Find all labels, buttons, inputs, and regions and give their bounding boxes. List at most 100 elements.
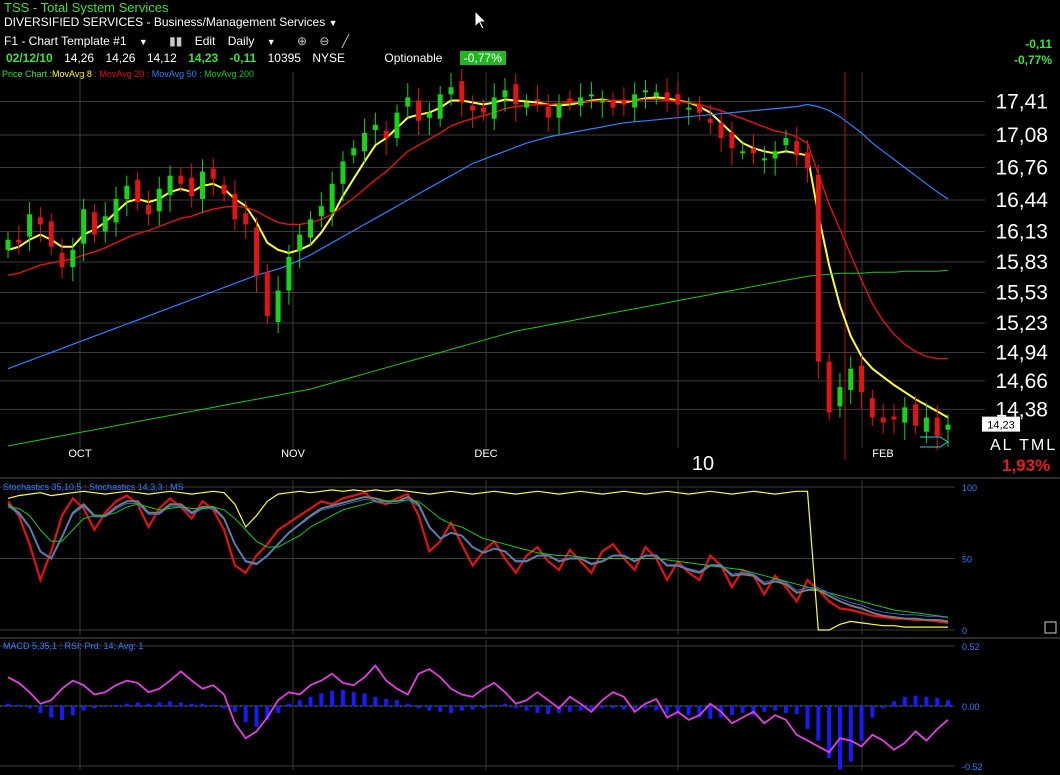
macd-bar xyxy=(6,703,10,706)
bar-chart-icon[interactable]: ▮▮ xyxy=(169,34,183,48)
candle-body xyxy=(232,193,238,220)
legend-ma20: MovAvg 20 xyxy=(99,69,145,79)
macd-bar xyxy=(643,706,648,709)
edit-button[interactable]: Edit xyxy=(194,34,216,48)
macd-bar xyxy=(773,706,778,711)
stoch-axis-tick: 0 xyxy=(962,626,967,636)
macd-bar xyxy=(265,706,270,720)
macd-bar xyxy=(557,706,562,713)
candle-body xyxy=(902,407,908,423)
moving-average-line xyxy=(7,96,949,419)
quote-close: 14,23 xyxy=(188,51,219,65)
summary-pct: -0,77% xyxy=(1013,53,1052,67)
macd-bar xyxy=(729,706,734,716)
candle-body xyxy=(707,118,713,123)
candle-body xyxy=(664,92,670,101)
macd-bar xyxy=(405,703,410,706)
candle-body xyxy=(815,174,821,362)
candle-body xyxy=(891,416,897,420)
price-axis-tick: 15,83 xyxy=(995,251,1048,274)
candle-body xyxy=(751,148,757,154)
candle-body xyxy=(351,148,357,156)
candle-body xyxy=(675,94,681,105)
macd-bar xyxy=(600,706,605,709)
candle-body xyxy=(945,424,951,430)
candle-body xyxy=(318,206,324,217)
candle-body xyxy=(297,234,303,251)
candle-body xyxy=(135,179,141,203)
candle-body xyxy=(729,131,735,149)
quote-change: -0,11 xyxy=(229,51,257,65)
candle-body xyxy=(578,97,584,106)
candle-body xyxy=(27,214,33,237)
macd-bar xyxy=(946,700,950,706)
candle-body xyxy=(243,213,249,225)
macd-bar xyxy=(708,706,713,719)
macd-bar xyxy=(805,706,810,730)
macd-bar xyxy=(38,706,43,713)
macd-bar xyxy=(816,706,821,741)
candle-body xyxy=(178,175,184,184)
candle-body xyxy=(362,132,368,152)
macd-axis-tick: 0.00 xyxy=(962,702,980,712)
rsi-line xyxy=(7,664,949,754)
candle-body xyxy=(329,183,335,213)
macd-bar xyxy=(794,706,799,715)
macd-bar xyxy=(427,706,432,711)
macd-axis-tick: 0.52 xyxy=(962,642,980,652)
template-dropdown[interactable]: F1 - Chart Template #1 ▼ xyxy=(4,34,157,48)
macd-bar xyxy=(654,706,659,711)
candle-body xyxy=(199,171,205,200)
candle-body xyxy=(340,161,346,184)
candle-body xyxy=(783,138,789,146)
zoom-in-icon[interactable]: ⊕ xyxy=(297,34,308,48)
candle-body xyxy=(372,124,378,130)
macd-bar xyxy=(211,704,216,706)
macd-bar xyxy=(546,706,551,715)
sector-dropdown[interactable]: DIVERSIFIED SERVICES - Business/Manageme… xyxy=(4,15,338,29)
price-axis-tick: 17,08 xyxy=(995,124,1048,147)
candle-body xyxy=(394,112,400,139)
macd-bar xyxy=(935,697,940,706)
toolbar: F1 - Chart Template #1 ▼ ▮▮ Edit Daily ▼… xyxy=(4,34,358,48)
zoom-out-icon[interactable]: ⊖ xyxy=(319,34,330,48)
price-axis-tick: 16,13 xyxy=(995,221,1048,244)
draw-line-icon[interactable]: ╱ xyxy=(341,34,350,48)
macd-bar xyxy=(362,693,367,706)
candle-body xyxy=(437,94,443,119)
stoch-line xyxy=(7,499,949,618)
period-dropdown[interactable]: Daily ▼ xyxy=(228,34,285,48)
candle-body xyxy=(491,97,497,119)
macd-bar xyxy=(827,706,832,758)
macd-bar xyxy=(578,706,583,711)
period-label: Daily xyxy=(227,34,255,48)
macd-bar xyxy=(49,706,54,718)
macd-bar xyxy=(513,706,518,709)
price-axis-tick: 15,23 xyxy=(995,312,1048,335)
macd-bar xyxy=(870,706,875,718)
stoch-panel-title: Stochastics 35,10,5 : Stochastics 14,3,3… xyxy=(3,482,184,492)
macd-bar xyxy=(503,703,508,706)
macd-bar xyxy=(243,706,248,723)
macd-bar xyxy=(762,706,767,712)
chevron-down-icon: ▼ xyxy=(266,37,276,47)
price-tag-marker xyxy=(920,436,949,448)
candle-body xyxy=(37,217,43,225)
stoch-line xyxy=(7,489,948,631)
price-axis-tick: 14,66 xyxy=(995,370,1048,393)
legend-ma8: MovAvg 8 xyxy=(52,69,92,79)
macd-bar xyxy=(135,702,140,706)
macd-bar xyxy=(189,703,194,706)
candle-body xyxy=(264,272,270,316)
macd-axis-tick: -0.52 xyxy=(962,762,983,772)
candle-body xyxy=(459,81,465,103)
macd-bar xyxy=(535,706,540,713)
price-axis-tick: 17,41 xyxy=(995,90,1048,113)
macd-bar xyxy=(902,696,907,706)
candle-body xyxy=(513,84,519,105)
macd-bar xyxy=(632,706,637,709)
macd-bar xyxy=(567,706,572,712)
candle-body xyxy=(308,219,314,238)
macd-bar xyxy=(913,695,918,706)
